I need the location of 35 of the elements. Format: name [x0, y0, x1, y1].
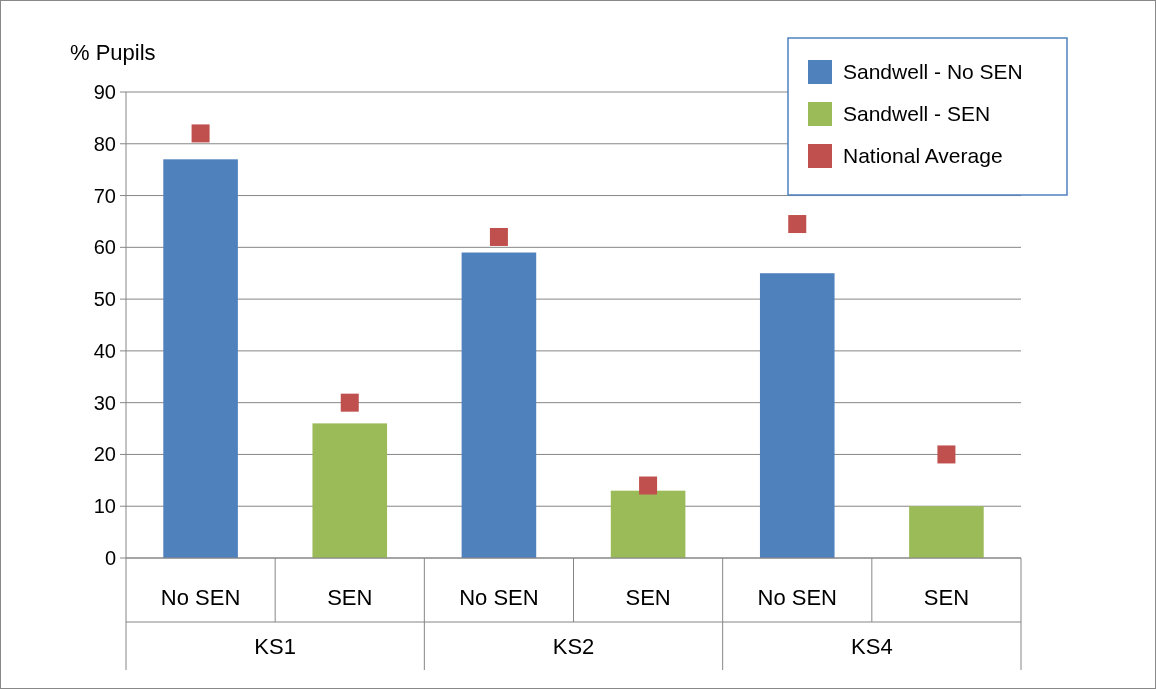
text: KS1	[254, 633, 296, 659]
y-tick-label: 80	[93, 132, 116, 155]
text: KS4	[851, 633, 893, 659]
bar	[909, 506, 984, 558]
bar	[312, 423, 388, 558]
point	[788, 215, 807, 234]
y-tick-label: 50	[93, 288, 116, 311]
bar	[759, 273, 835, 558]
y-tick-label: 0	[104, 547, 116, 569]
legend-label: National Average	[843, 144, 1003, 168]
y-tick-label: 10	[93, 495, 116, 518]
y-tick-label: 70	[93, 184, 116, 207]
legend-label: Sandwell - SEN	[843, 102, 991, 126]
point	[340, 393, 359, 412]
y-tick-label: 40	[93, 339, 116, 362]
x-tick-label: No SEN	[757, 584, 837, 610]
x-tick-label: SEN	[327, 584, 373, 610]
point	[639, 476, 658, 495]
x-tick-label: SEN	[923, 584, 970, 610]
x-tick-label: SEN	[625, 584, 671, 610]
point	[191, 124, 210, 143]
text: KS2	[552, 633, 595, 659]
y-tick-label: 60	[93, 236, 116, 259]
y-tick-label: 90	[93, 81, 116, 103]
y-tick-label: 20	[93, 443, 116, 466]
legend-label: Sandwell - No SEN	[843, 60, 1023, 84]
bar	[163, 159, 238, 558]
x-tick-label: No SEN	[459, 584, 539, 610]
point	[937, 445, 956, 464]
bar	[461, 252, 537, 558]
x-tick-label: No SEN	[160, 584, 241, 610]
bar	[610, 490, 686, 558]
y-axis-title: % Pupils	[70, 40, 156, 65]
y-tick-label: 30	[93, 391, 116, 414]
point	[489, 227, 508, 246]
